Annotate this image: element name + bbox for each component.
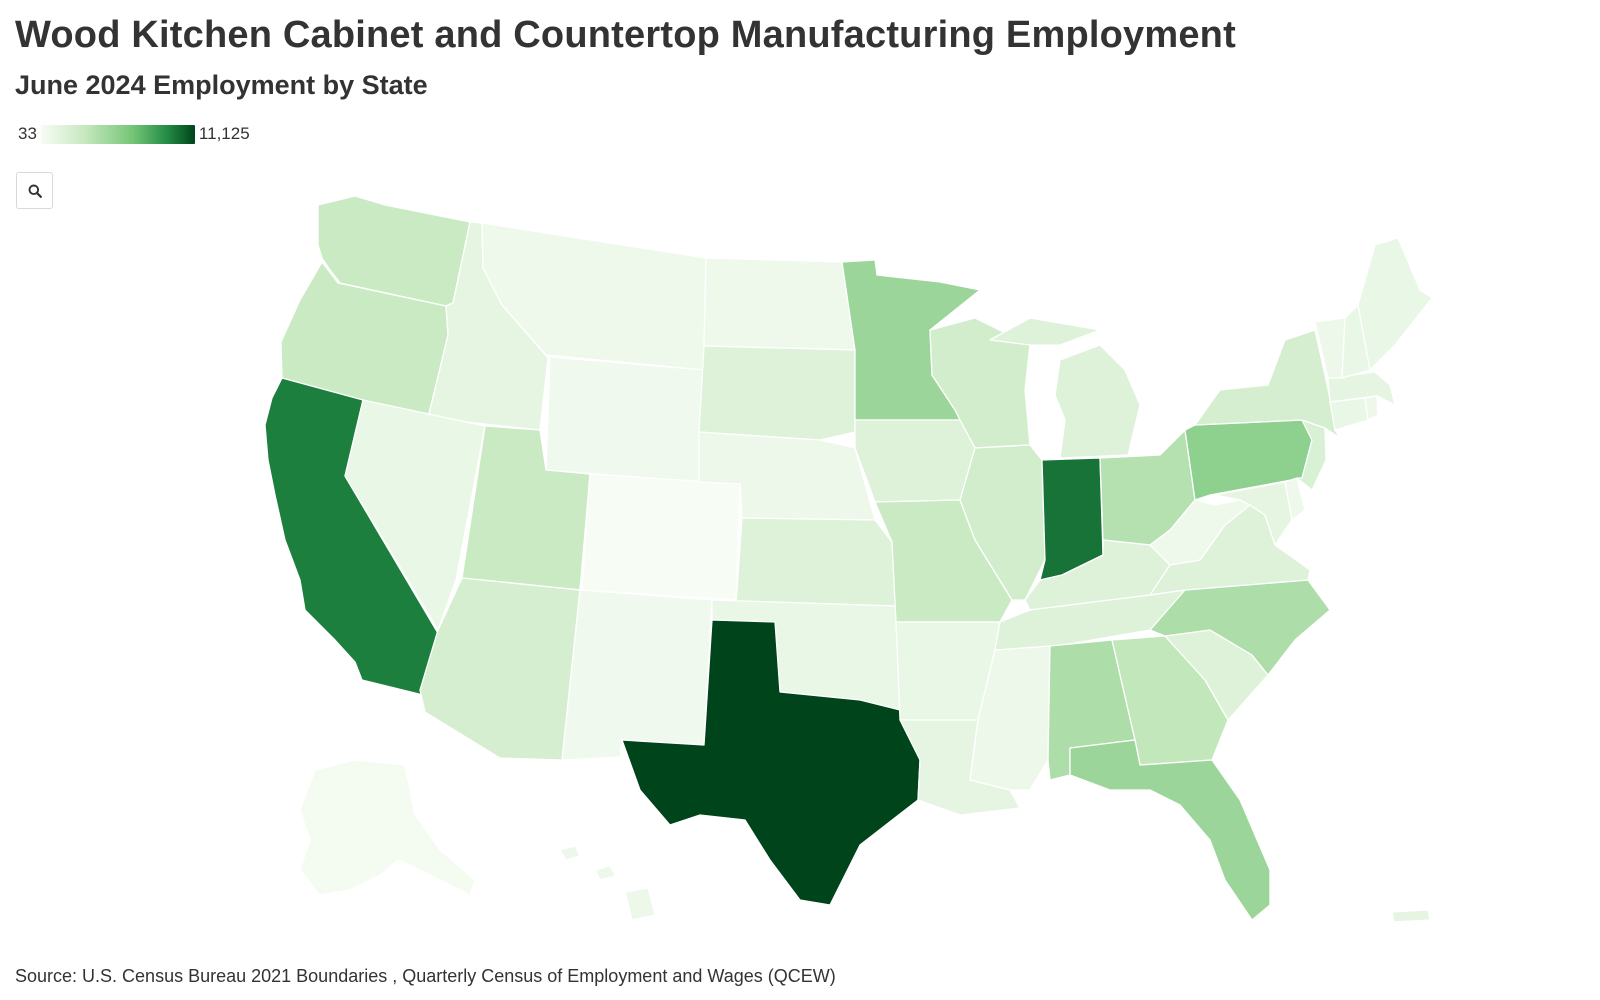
- source-note: Source: U.S. Census Bureau 2021 Boundari…: [15, 966, 836, 986]
- state-hawaii[interactable]: [559, 845, 656, 921]
- map-subtitle: June 2024 Employment by State: [15, 70, 428, 100]
- state-massachusetts[interactable]: [1327, 371, 1396, 406]
- state-maine[interactable]: [1357, 237, 1433, 371]
- state-wyoming[interactable]: [545, 356, 705, 483]
- state-nevada[interactable]: [344, 399, 486, 631]
- legend-color-ramp: [40, 124, 195, 144]
- state-california[interactable]: [264, 377, 443, 696]
- state-michigan[interactable]: [989, 317, 1141, 459]
- search-icon: [28, 184, 42, 198]
- state-kansas[interactable]: [735, 517, 897, 607]
- map-title: Wood Kitchen Cabinet and Countertop Manu…: [15, 14, 1236, 56]
- state-texas[interactable]: [621, 619, 921, 906]
- zoom-button[interactable]: [16, 172, 53, 209]
- state-new-mexico[interactable]: [561, 589, 713, 761]
- state-south-dakota[interactable]: [698, 345, 856, 441]
- state-rhode-island[interactable]: [1364, 395, 1379, 421]
- state-new-jersey[interactable]: [1296, 419, 1327, 491]
- state-puerto-rico[interactable]: [1391, 909, 1431, 923]
- us-choropleth-map: [264, 195, 1433, 923]
- state-colorado[interactable]: [581, 473, 741, 601]
- state-florida[interactable]: [1069, 739, 1271, 921]
- color-legend: 33 11,125: [18, 124, 250, 144]
- state-connecticut[interactable]: [1329, 397, 1369, 431]
- state-new-york[interactable]: [1194, 329, 1341, 439]
- state-alaska[interactable]: [299, 759, 476, 896]
- legend-min-label: 33: [18, 124, 37, 143]
- state-delaware[interactable]: [1284, 477, 1306, 521]
- legend-max-label: 11,125: [198, 124, 250, 143]
- state-iowa[interactable]: [854, 419, 976, 503]
- state-north-dakota[interactable]: [703, 257, 856, 351]
